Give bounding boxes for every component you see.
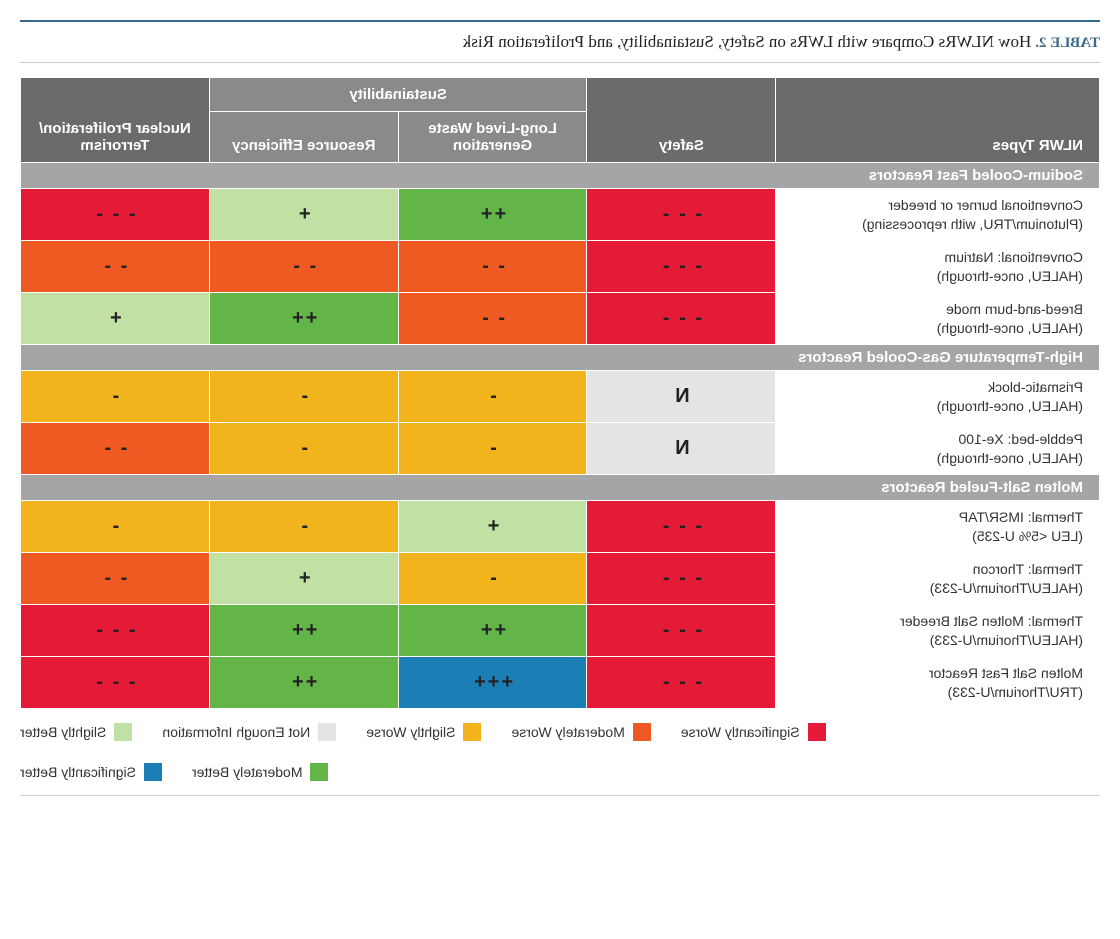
rating-cell: N — [587, 423, 776, 475]
legend: Significantly Worse Moderately Worse Sligh… — [20, 723, 920, 781]
table-title-text: How NLWRs Compare with LWRs on Safety, S… — [463, 32, 1031, 51]
rating-cell: - - - — [587, 241, 776, 293]
rating-cell: - — [21, 371, 210, 423]
legend-swatch — [310, 763, 328, 781]
legend-item: Significantly Better — [20, 763, 162, 781]
header-sustainability: Sustainability — [209, 78, 587, 112]
table-number: TABLE 2. — [1035, 35, 1100, 51]
legend-label: Slightly Better — [20, 724, 106, 740]
rating-cell: ++ — [209, 605, 398, 657]
rating-cell: - - — [21, 553, 210, 605]
comparison-table: NLWR Types Safety Sustainability Nuclear… — [20, 77, 1100, 709]
row-type-label: Conventional: Natrium(HALEU, once-throug… — [776, 241, 1100, 293]
section-header: Sodium-Cooled Fast Reactors — [21, 163, 1100, 189]
row-type-label: Thermal: Thorcon(HALEU/Thorium/U-233) — [776, 553, 1100, 605]
rating-cell: - — [398, 423, 587, 475]
legend-item: Significantly Worse — [681, 723, 826, 741]
rating-cell: + — [398, 501, 587, 553]
table-title: TABLE 2. How NLWRs Compare with LWRs on … — [20, 20, 1100, 63]
rating-cell: ++ — [209, 657, 398, 709]
legend-swatch — [318, 723, 336, 741]
section-header: Molten Salt-Fueled Reactors — [21, 475, 1100, 501]
section-header: High-Temperature Gas-Cooled Reactors — [21, 345, 1100, 371]
rating-cell: - - — [398, 293, 587, 345]
rating-cell: - - — [21, 423, 210, 475]
legend-item: Slightly Worse — [366, 723, 481, 741]
rating-cell: - — [209, 423, 398, 475]
header-types: NLWR Types — [776, 78, 1100, 163]
legend-item: Moderately Worse — [511, 723, 650, 741]
rating-cell: - — [21, 501, 210, 553]
row-type-label: Breed-and-burn mode(HALEU, once-through) — [776, 293, 1100, 345]
rating-cell: - - - — [587, 657, 776, 709]
legend-label: Moderately Worse — [511, 724, 624, 740]
header-waste: Long-Lived Waste Generation — [398, 112, 587, 163]
rating-cell: - - — [209, 241, 398, 293]
row-type-label: Prismatic-block(HALEU, once-through) — [776, 371, 1100, 423]
rating-cell: - - - — [21, 657, 210, 709]
rating-cell: - - - — [587, 553, 776, 605]
rating-cell: - - — [398, 241, 587, 293]
rating-cell: +++ — [398, 657, 587, 709]
rating-cell: - - — [21, 241, 210, 293]
row-type-label: Pebble-bed: Xe-100(HALEU, once-through) — [776, 423, 1100, 475]
rating-cell: - - - — [21, 605, 210, 657]
rating-cell: ++ — [398, 189, 587, 241]
row-type-label: Thermal: IMSR/TAP(LEU <5% U-235) — [776, 501, 1100, 553]
footer-rule — [20, 795, 1100, 796]
legend-label: Slightly Worse — [366, 724, 455, 740]
rating-cell: N — [587, 371, 776, 423]
legend-item: Moderately Better — [192, 763, 329, 781]
rating-cell: + — [21, 293, 210, 345]
row-type-label: Conventional burner or breeder(Plutonium… — [776, 189, 1100, 241]
rating-cell: ++ — [209, 293, 398, 345]
rating-cell: + — [209, 189, 398, 241]
rating-cell: - — [398, 371, 587, 423]
header-safety: Safety — [587, 78, 776, 163]
row-type-label: Thermal: Molten Salt Breeder(HALEU/Thori… — [776, 605, 1100, 657]
rating-cell: - — [209, 371, 398, 423]
legend-label: Moderately Better — [192, 764, 303, 780]
rating-cell: - - - — [587, 501, 776, 553]
row-type-label: Molten Salt Fast Reactor(TRU/Thorium/U-2… — [776, 657, 1100, 709]
rating-cell: - — [398, 553, 587, 605]
rating-cell: - - - — [587, 189, 776, 241]
rating-cell: - — [209, 501, 398, 553]
legend-swatch — [114, 723, 132, 741]
legend-label: Not Enough Information — [162, 724, 310, 740]
legend-swatch — [808, 723, 826, 741]
legend-label: Significantly Worse — [681, 724, 800, 740]
legend-item: Slightly Better — [20, 723, 132, 741]
legend-swatch — [633, 723, 651, 741]
rating-cell: ++ — [398, 605, 587, 657]
legend-item: Not Enough Information — [162, 723, 336, 741]
rating-cell: - - - — [587, 293, 776, 345]
rating-cell: + — [209, 553, 398, 605]
legend-swatch — [463, 723, 481, 741]
legend-label: Significantly Better — [20, 764, 136, 780]
header-proliferation: Nuclear Proliferation/ Terrorism — [21, 78, 210, 163]
header-resource: Resource Efficiency — [209, 112, 398, 163]
rating-cell: - - - — [587, 605, 776, 657]
rating-cell: - - - — [21, 189, 210, 241]
legend-swatch — [144, 763, 162, 781]
